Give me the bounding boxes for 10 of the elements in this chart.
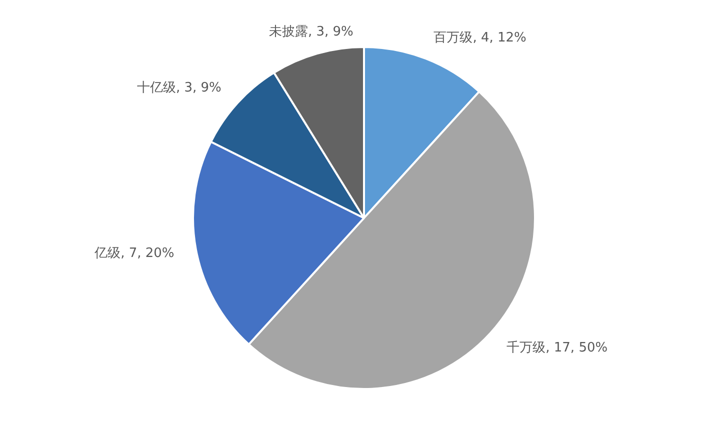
data-label: , 4, 12% [472,30,526,46]
slice-label: 亿级 [94,246,121,261]
slice-label: 百万级 [434,30,473,46]
data-label: , 3, 9% [176,80,222,96]
slice-label: 未披露 [268,24,308,40]
data-label: , 7, 20% [120,246,174,261]
data-label: , 3, 9% [308,24,354,40]
slice-label: 千万级 [506,340,546,356]
data-label: , 17, 50% [546,340,608,356]
slice-label: 十亿级 [136,80,176,96]
